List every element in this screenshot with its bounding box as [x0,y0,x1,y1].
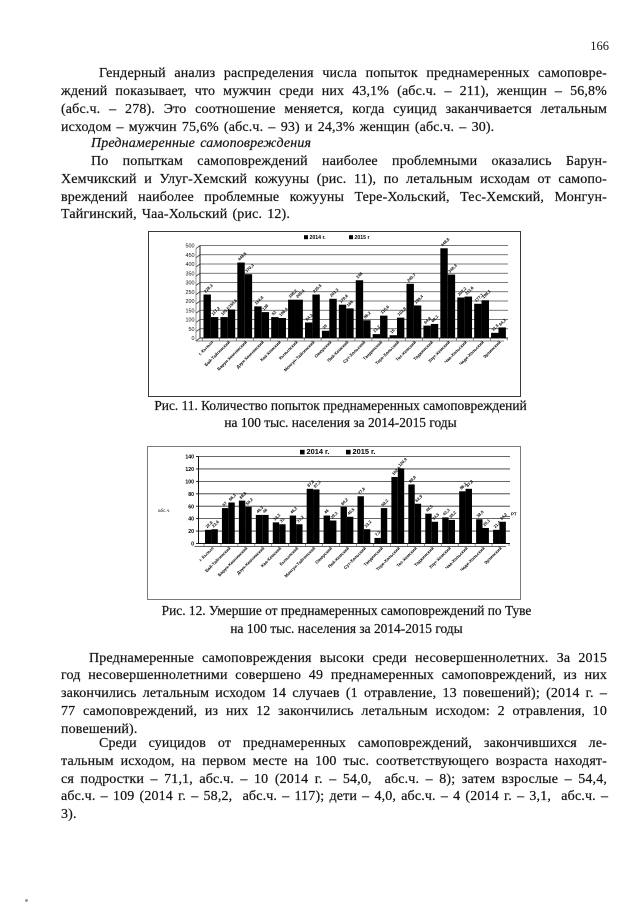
svg-text:34,2: 34,2 [272,512,282,522]
svg-text:178,6: 178,6 [338,293,349,304]
svg-text:57: 57 [221,500,228,507]
svg-text:120,9: 120,9 [397,456,408,467]
svg-text:0: 0 [191,542,194,548]
svg-text:15: 15 [389,327,396,334]
svg-text:РТ: РТ [511,512,517,517]
svg-text:150: 150 [186,308,195,314]
svg-text:абс.ч.: абс.ч. [158,508,170,513]
svg-text:68,8: 68,8 [238,490,248,500]
svg-text:31,5: 31,5 [490,322,500,332]
svg-text:7,3: 7,3 [374,529,382,537]
svg-text:88,8: 88,8 [408,474,418,484]
svg-text:46: 46 [262,507,269,514]
svg-text:64,8: 64,8 [423,315,433,325]
svg-text:115,6: 115,6 [379,304,390,315]
svg-text:235,5: 235,5 [312,282,323,293]
svg-text:46: 46 [323,507,330,514]
svg-text:203,3: 203,3 [329,287,340,298]
svg-text:87,6: 87,6 [306,478,316,488]
svg-text:500: 500 [186,244,195,250]
svg-text:200: 200 [186,299,195,305]
svg-text:31: 31 [279,516,286,523]
svg-text:86,2: 86,2 [459,481,469,491]
svg-text:87,8: 87,8 [465,478,475,488]
svg-text:48,5: 48,5 [425,503,435,513]
svg-text:166: 166 [346,299,355,308]
svg-text:38,5: 38,5 [475,509,485,519]
svg-text:348,3: 348,3 [447,262,458,273]
svg-text:46,3: 46,3 [255,504,265,514]
svg-text:248: 248 [355,271,364,280]
svg-text:64,2: 64,2 [498,317,508,327]
svg-text:2015 г: 2015 г [355,235,371,241]
svg-text:0: 0 [192,336,195,342]
svg-text:50: 50 [189,327,195,333]
svg-text:102,9: 102,9 [396,306,407,317]
svg-text:177,1: 177,1 [474,292,485,303]
svg-text:60,2: 60,2 [340,496,350,506]
svg-text:250: 250 [186,290,195,296]
svg-text:198,4: 198,4 [413,293,424,304]
svg-text:42,3: 42,3 [442,507,452,517]
svg-text:23,6: 23,6 [211,519,221,529]
svg-text:100: 100 [186,318,195,324]
svg-text:2014 г.: 2014 г. [307,447,330,456]
svg-text:240,7: 240,7 [406,272,417,283]
svg-text:31,2: 31,2 [295,514,305,524]
svg-text:140: 140 [185,455,194,461]
svg-text:106,4: 106,4 [278,306,289,317]
svg-text:39: 39 [321,323,328,330]
svg-text:117,2: 117,2 [210,305,221,316]
svg-text:39,3: 39,3 [329,510,339,520]
svg-text:60: 60 [188,504,194,510]
svg-text:80: 80 [188,492,194,498]
svg-text:448,5: 448,5 [237,250,248,261]
svg-text:77,8: 77,8 [357,486,367,496]
svg-text:400: 400 [186,262,195,268]
svg-text:202,2: 202,2 [457,285,468,296]
svg-text:20: 20 [188,529,194,535]
svg-text:2015 г.: 2015 г. [353,447,376,456]
svg-text:450: 450 [186,253,195,259]
svg-text:40: 40 [188,517,194,523]
svg-text:198,1: 198,1 [481,288,492,299]
svg-text:87,3: 87,3 [312,479,322,489]
svg-text:21,4: 21,4 [492,519,502,529]
svg-text:59,2: 59,2 [245,496,255,506]
svg-text:38,2: 38,2 [448,509,458,519]
svg-text:23,2: 23,2 [363,519,373,529]
svg-text:105,5: 105,5 [220,305,231,316]
svg-text:100: 100 [185,479,194,485]
svg-text:196,2: 196,2 [287,288,298,299]
svg-text:40,5: 40,5 [346,506,356,516]
svg-text:68,1: 68,1 [430,313,440,323]
svg-text:205,4: 205,4 [295,288,306,299]
svg-text:46,2: 46,2 [289,505,299,515]
svg-text:21,2: 21,2 [372,324,382,334]
svg-text:154,8: 154,8 [254,294,265,305]
svg-text:138: 138 [261,302,270,311]
svg-text:2014 г.: 2014 г. [310,235,327,241]
svg-text:370,3: 370,3 [244,262,255,273]
svg-text:120: 120 [185,467,194,473]
svg-text:66,3: 66,3 [228,492,238,502]
svg-text:25,1: 25,1 [482,517,492,527]
svg-text:52: 52 [271,309,278,316]
svg-text:300: 300 [186,281,195,287]
svg-text:102,8: 102,8 [391,465,402,476]
svg-text:22,8: 22,8 [204,519,214,529]
svg-text:211,6: 211,6 [464,285,475,296]
svg-text:228,3: 228,3 [203,282,214,293]
svg-text:350: 350 [186,271,195,277]
svg-text:155,6: 155,6 [227,297,238,308]
svg-text:84,3: 84,3 [304,312,314,322]
svg-text:96,2: 96,2 [363,310,373,320]
svg-text:58,2: 58,2 [380,498,390,508]
svg-text:34,5: 34,5 [431,511,441,521]
svg-text:62,9: 62,9 [414,493,424,503]
svg-text:448,8: 448,8 [440,236,451,247]
